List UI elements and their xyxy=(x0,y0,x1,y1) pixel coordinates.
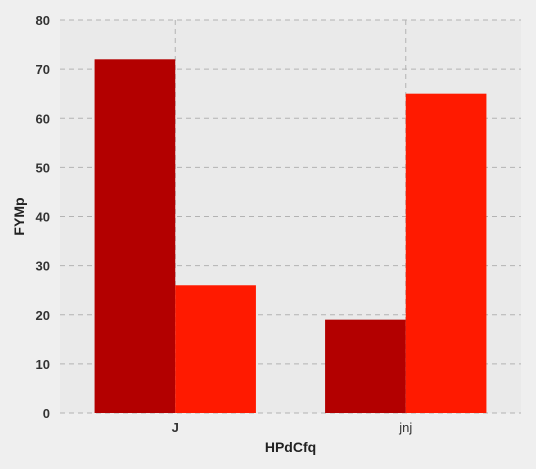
y-tick-label: 20 xyxy=(36,308,50,323)
y-tick-label: 30 xyxy=(36,259,50,274)
bar xyxy=(325,319,406,413)
bar xyxy=(405,93,487,413)
y-axis-label: FYMp xyxy=(11,197,27,235)
y-tick-label: 70 xyxy=(36,62,50,77)
bar xyxy=(175,285,256,413)
y-tick-label: 60 xyxy=(36,111,50,126)
x-tick-label: J xyxy=(172,420,179,435)
y-tick-label: 0 xyxy=(43,406,50,421)
y-axis-ticks: 0 10 20 30 40 50 60 70 80 xyxy=(36,13,50,421)
y-tick-label: 50 xyxy=(36,160,50,175)
y-tick-label: 10 xyxy=(36,357,50,372)
x-axis-label: HPdCfq xyxy=(265,439,316,455)
bar xyxy=(94,59,176,414)
y-tick-label: 40 xyxy=(36,210,50,225)
y-tick-label: 80 xyxy=(36,13,50,28)
x-tick-label: jnj xyxy=(398,420,412,435)
bars xyxy=(94,59,487,414)
